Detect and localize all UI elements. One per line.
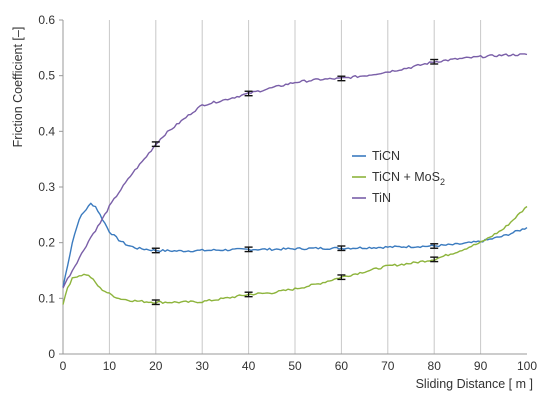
x-tick-label-90: 90 — [474, 359, 488, 373]
y-tick-label-0-2: 0.2 — [38, 236, 55, 250]
legend-label-ticn-mos2-main: TiCN + MoS — [372, 170, 440, 184]
x-tick-label-100: 100 — [517, 359, 537, 373]
legend-label-tin: TiN — [372, 191, 391, 205]
series-line-tin — [62, 53, 528, 289]
y-axis-ticks: 0 0.1 0.2 0.3 0.4 0.5 0.6 — [38, 13, 63, 361]
legend-label-ticn-mos2: TiCN + MoS2 — [372, 170, 445, 187]
x-tick-label-0: 0 — [60, 359, 67, 373]
legend: TiCN TiCN + MoS2 TiN — [352, 149, 445, 205]
x-tick-label-10: 10 — [103, 359, 117, 373]
y-tick-label-0-5: 0.5 — [38, 69, 55, 83]
error-bar-ticn-mos2-60 — [337, 274, 346, 281]
x-axis-title: Sliding Distance [ m ] — [416, 377, 533, 391]
x-tick-label-60: 60 — [335, 359, 349, 373]
error-bar-tin-40 — [244, 90, 253, 97]
series-line-ticn-mos2 — [62, 205, 528, 305]
error-bar-tin-80 — [430, 58, 439, 65]
y-tick-label-0-6: 0.6 — [38, 13, 55, 27]
error-bars — [151, 58, 439, 306]
x-tick-label-70: 70 — [381, 359, 395, 373]
error-bar-ticn-mos2-40 — [244, 291, 253, 298]
error-bar-ticn-80 — [430, 243, 439, 249]
series-line-ticn — [62, 202, 528, 288]
error-bar-tin-60 — [337, 75, 346, 82]
error-bar-ticn-mos2-20 — [151, 299, 160, 306]
error-bar-ticn-mos2-80 — [430, 256, 439, 263]
y-tick-label-0: 0 — [48, 347, 55, 361]
legend-label-ticn: TiCN — [372, 149, 400, 163]
grid-lines — [108, 20, 482, 354]
x-tick-label-50: 50 — [288, 359, 302, 373]
x-tick-label-80: 80 — [428, 359, 442, 373]
x-tick-label-40: 40 — [242, 359, 256, 373]
error-bar-ticn-20 — [151, 247, 160, 254]
series-lines — [62, 53, 528, 305]
y-tick-label-0-1: 0.1 — [38, 291, 55, 305]
x-tick-label-20: 20 — [149, 359, 163, 373]
error-bar-ticn-60 — [337, 245, 346, 252]
legend-label-ticn-mos2-subscript: 2 — [440, 177, 445, 187]
x-tick-label-30: 30 — [196, 359, 210, 373]
x-axis-ticks: 0 10 20 30 40 50 60 70 80 90 100 — [60, 359, 538, 373]
error-bar-ticn-40 — [244, 246, 253, 253]
error-bar-tin-20 — [151, 141, 160, 148]
y-tick-label-0-3: 0.3 — [38, 180, 55, 194]
y-tick-label-0-4: 0.4 — [38, 124, 55, 138]
y-axis-title: Friction Coefficient [–] — [11, 27, 25, 148]
